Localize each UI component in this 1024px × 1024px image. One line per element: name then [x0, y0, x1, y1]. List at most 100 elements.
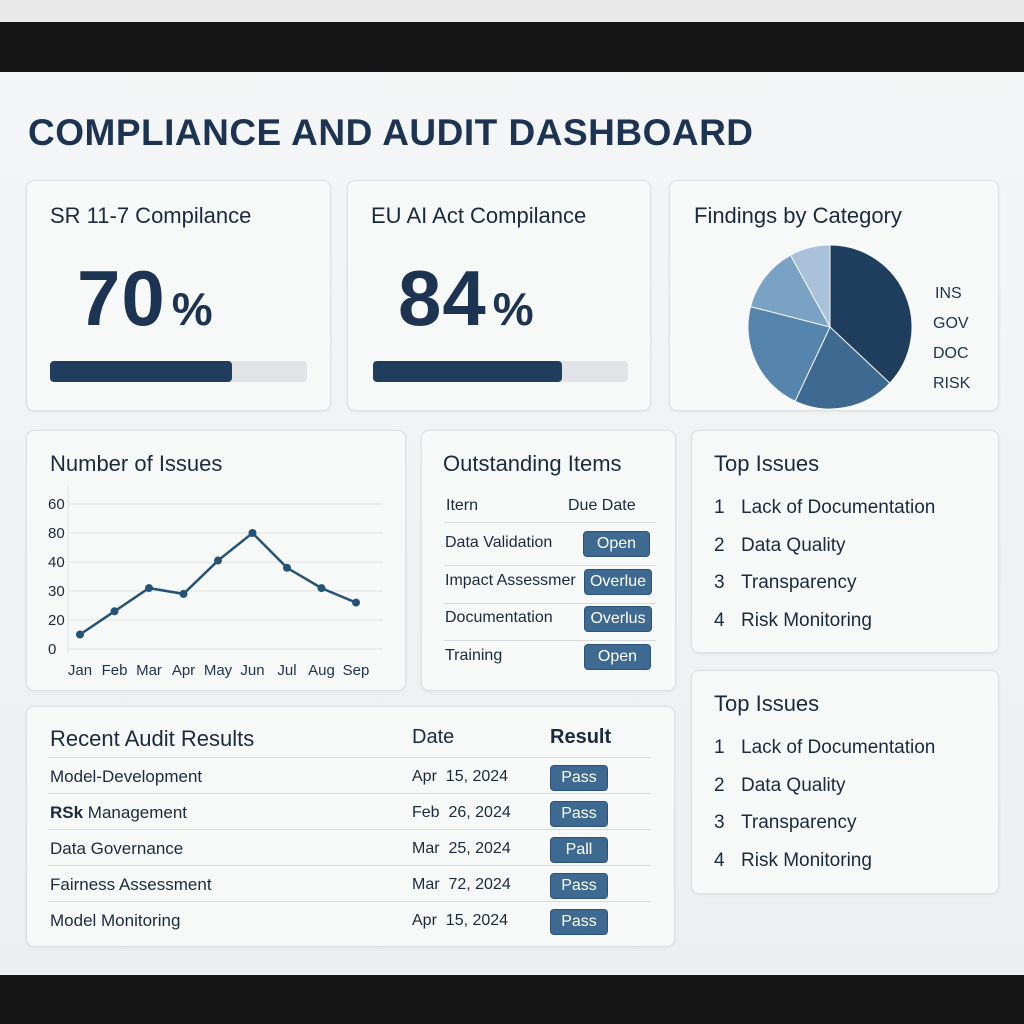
y-tick-label: 0 — [48, 641, 56, 658]
euai-label: EU AI Act Compilance — [371, 203, 587, 228]
legend-gov: GOV — [933, 315, 969, 332]
divider — [48, 793, 651, 794]
x-tick-label: Jun — [240, 662, 264, 679]
outstanding-item: Impact Assessmer — [445, 571, 576, 589]
findings-title: Findings by Category — [694, 203, 902, 228]
issues-line — [79, 531, 357, 636]
pie-slice — [747, 305, 831, 402]
audit-name: RSk Management — [50, 803, 188, 822]
result-badge[interactable]: Pass — [550, 801, 608, 827]
euai-card: EU AI Act Compilance 84% — [347, 180, 651, 411]
top-issue-item[interactable]: 2 Data Quality — [714, 774, 846, 796]
audit-date: Feb 26, 2024 — [412, 804, 511, 821]
issues-line-chart: 0 20 30 40 80 60 Jan Feb Mar Apr May Jun Jul Aug Sep — [48, 486, 383, 679]
top-issue-item[interactable]: 1 Lack of Documentation — [714, 497, 936, 518]
pie-slice — [749, 254, 831, 328]
top-issue-item[interactable]: 4 Risk Monitoring — [714, 849, 872, 871]
outstanding-card: Outstanding Items Itern Due Date Data Va… — [421, 430, 676, 691]
euai-progress — [373, 361, 628, 382]
audit-name: Model-Development — [50, 767, 203, 786]
audit-result-header: Result — [550, 726, 612, 748]
top-issues-title: Top Issues — [714, 451, 820, 476]
y-tick-label: 20 — [48, 612, 65, 629]
data-point-aug — [317, 584, 326, 593]
col-due: Due Date — [568, 497, 636, 514]
status-badge[interactable]: Overlue — [584, 568, 652, 595]
sr117-progress — [50, 361, 307, 382]
findings-pie-chart — [747, 244, 913, 410]
audit-name: Data Governance — [50, 839, 184, 858]
sr117-value: 70% — [77, 254, 214, 342]
pie-slice — [794, 326, 891, 410]
x-tick-label: Mar — [136, 662, 162, 679]
pie-slice — [829, 244, 913, 384]
data-point-jul — [283, 563, 291, 572]
top-issues-title-2: Top Issues — [714, 691, 820, 716]
top-issue-item[interactable]: 2 Data Quality — [714, 534, 846, 556]
audit-date: Apr 15, 2024 — [412, 768, 509, 785]
x-tick-label: Sep — [343, 662, 370, 679]
data-point-jun — [248, 529, 257, 537]
legend-risk: RISK — [933, 375, 971, 392]
x-tick-label: Apr — [172, 662, 195, 679]
x-tick-label: Jul — [277, 662, 296, 679]
top-issues-card: Top Issues 1 Lack of Documentation 2 Data Q… — [691, 430, 999, 653]
divider — [444, 522, 656, 523]
divider — [48, 829, 651, 830]
divider — [48, 901, 651, 902]
audit-date: Apr 15, 2024 — [412, 912, 509, 929]
euai-value: 84% — [398, 254, 535, 342]
outstanding-item: Documentation — [445, 609, 553, 626]
divider — [444, 640, 656, 641]
top-issue-item[interactable]: 1 Lack of Documentation — [714, 737, 936, 758]
sr117-card: SR 11-7 Compilance 70% — [26, 180, 331, 411]
bottom-bezel — [0, 975, 1024, 1024]
result-badge[interactable]: Pass — [550, 909, 608, 935]
top-issue-item[interactable]: 4 Risk Monitoring — [714, 609, 872, 631]
top-issue-item[interactable]: 3 Transparency — [714, 572, 857, 593]
top-issue-item[interactable]: 3 Transparency — [714, 812, 857, 833]
divider — [444, 565, 656, 566]
issues-chart-card: Number of Issues 0 20 30 40 80 60 Jan Feb Mar Apr… — [26, 430, 406, 691]
col-item: Itern — [446, 497, 479, 514]
audit-name: Fairness Assessment — [50, 875, 212, 894]
outstanding-item: Data Validation — [445, 534, 553, 551]
result-badge[interactable]: Pall — [550, 837, 608, 863]
outstanding-item: Training — [445, 646, 503, 664]
data-point-feb — [110, 607, 119, 616]
x-tick-label: May — [204, 662, 233, 679]
top-issues-card-2: Top Issues 1 Lack of Documentation 2 Data Q… — [691, 670, 999, 894]
y-tick-label: 80 — [48, 525, 65, 542]
result-badge[interactable]: Pass — [550, 765, 608, 791]
audit-date-header: Date — [412, 726, 455, 748]
page-title: COMPLIANCE AND AUDIT DASHBOARD — [28, 112, 754, 153]
pie-slice — [789, 244, 831, 328]
data-point-mar — [145, 584, 153, 593]
x-tick-label: Feb — [102, 662, 128, 679]
status-badge[interactable]: Open — [584, 643, 651, 670]
x-tick-label: Aug — [308, 662, 335, 679]
data-point-may — [214, 556, 222, 565]
divider — [444, 602, 656, 604]
audit-date: Mar 25, 2024 — [412, 840, 511, 857]
y-tick-label: 60 — [48, 496, 65, 513]
divider — [48, 757, 651, 758]
top-bezel — [0, 0, 1024, 72]
audit-title: Recent Audit Results — [50, 726, 255, 751]
legend-ins: INS — [935, 285, 962, 302]
sr117-label: SR 11-7 Compilance — [50, 203, 252, 228]
data-point-apr — [179, 589, 188, 598]
audit-date: Mar 72, 2024 — [412, 876, 511, 893]
divider — [48, 865, 651, 866]
x-tick-label: Jan — [68, 662, 92, 679]
audit-results-card: Recent Audit Results Date Result Model-D… — [26, 706, 675, 947]
findings-card: Findings by Category INS GOV DOC RISK — [669, 180, 999, 411]
result-badge[interactable]: Pass — [550, 873, 608, 899]
data-point-jan — [76, 630, 84, 639]
status-badge[interactable]: Open — [583, 531, 650, 557]
status-badge[interactable]: Overlus — [584, 606, 652, 632]
audit-name: Model Monitoring — [50, 911, 181, 930]
outstanding-title: Outstanding Items — [443, 451, 622, 476]
y-tick-label: 40 — [48, 554, 65, 571]
data-point-sep — [352, 598, 360, 607]
